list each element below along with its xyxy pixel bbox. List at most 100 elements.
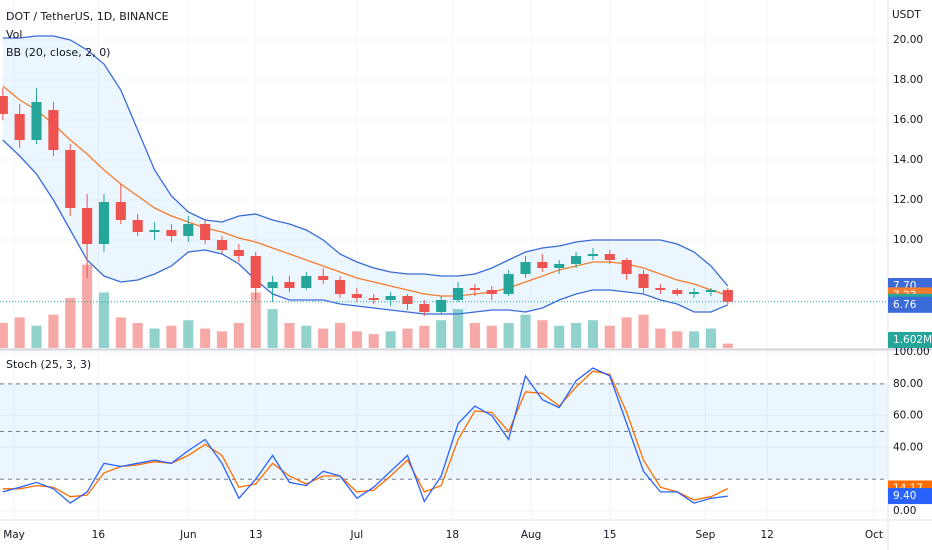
x-tick-label: 16 xyxy=(92,529,106,541)
volume-bar xyxy=(65,298,76,348)
volume-bar xyxy=(233,323,244,348)
candle-body xyxy=(351,294,362,298)
candle-body xyxy=(98,202,110,244)
volume-bar xyxy=(48,314,59,348)
bollinger-basis xyxy=(2,85,728,297)
candle-body xyxy=(705,290,717,292)
candle-body xyxy=(301,276,312,288)
candle-body xyxy=(149,230,160,232)
candle-body xyxy=(520,262,531,274)
candle-body xyxy=(621,260,632,274)
volume-bar xyxy=(318,328,329,348)
candle-body xyxy=(200,224,211,240)
candle-body xyxy=(571,256,582,264)
price-tag xyxy=(888,488,932,505)
candle-body xyxy=(368,298,379,300)
volume-legend: Vol xyxy=(6,28,22,41)
volume-bar xyxy=(31,325,42,348)
candle-body xyxy=(587,254,598,256)
candle-body xyxy=(452,288,464,300)
x-tick-label: Jul xyxy=(350,529,364,541)
candle-body xyxy=(419,304,430,312)
y-tick-label: 18.00 xyxy=(893,74,923,86)
price-tag-label: 1.602M xyxy=(893,334,932,346)
volume-bar xyxy=(200,328,211,348)
candle-body xyxy=(250,256,261,288)
stoch-tick-label: 100.00 xyxy=(893,346,930,358)
candle-body xyxy=(267,282,278,288)
volume-bar xyxy=(132,323,143,348)
bollinger-upper xyxy=(2,35,729,287)
volume-bar xyxy=(705,328,717,348)
y-tick-label: 10.00 xyxy=(893,234,923,246)
candle-body xyxy=(537,262,548,268)
candle-body xyxy=(469,288,480,290)
x-tick-label: Jun xyxy=(179,529,196,541)
volume-bar xyxy=(638,314,649,348)
bollinger-legend: BB (20, close, 2, 0) xyxy=(6,46,110,59)
volume-bar xyxy=(183,320,194,348)
price-tag-label: 9.40 xyxy=(893,490,916,502)
candle-body xyxy=(385,296,396,300)
volume-bar xyxy=(554,325,565,348)
candle-body xyxy=(65,150,76,208)
volume-bar xyxy=(250,292,261,348)
candle-body xyxy=(655,288,666,290)
candle-body xyxy=(0,96,8,114)
candle-body xyxy=(318,276,329,280)
candle-body xyxy=(436,300,447,312)
stoch-tick-label: 0.00 xyxy=(893,505,916,517)
volume-bar xyxy=(436,320,447,348)
price-unit: USDT xyxy=(892,9,921,21)
candle-body xyxy=(82,208,93,244)
volume-bar xyxy=(351,331,362,348)
candle-body xyxy=(604,254,615,260)
candle-body xyxy=(233,250,244,256)
y-tick-label: 12.00 xyxy=(893,194,923,206)
candle-body xyxy=(722,290,733,302)
volume-bar xyxy=(334,323,346,348)
candle-body xyxy=(166,230,177,236)
x-tick-label: 15 xyxy=(603,529,616,541)
volume-bar xyxy=(419,325,430,348)
volume-bar xyxy=(115,317,126,348)
volume-bar xyxy=(267,309,278,348)
volume-bar xyxy=(82,264,93,348)
candle-body xyxy=(183,224,194,236)
stoch-tick-label: 80.00 xyxy=(893,378,923,390)
volume-bar xyxy=(149,328,160,348)
volume-bar xyxy=(571,323,582,348)
volume-bar xyxy=(368,334,379,348)
volume-bar xyxy=(98,292,110,348)
x-tick-label: May xyxy=(3,529,25,541)
volume-bar xyxy=(14,317,25,348)
volume-bar xyxy=(284,323,295,348)
x-tick-label: Sep xyxy=(695,529,715,541)
candle-body xyxy=(48,110,59,150)
volume-bar xyxy=(216,331,228,348)
x-tick-label: 13 xyxy=(249,529,262,541)
candle-body xyxy=(402,296,413,304)
stoch-tick-label: 60.00 xyxy=(893,410,923,422)
candle-body xyxy=(132,220,143,232)
bollinger-fill xyxy=(2,36,728,314)
candle-body xyxy=(334,280,346,294)
chart-title: DOT / TetherUS, 1D, BINANCE xyxy=(6,10,169,23)
volume-bar xyxy=(672,331,683,348)
bollinger-lower xyxy=(2,139,729,315)
stoch-tick-label: 40.00 xyxy=(893,441,923,453)
x-tick-label: Aug xyxy=(521,529,542,541)
volume-bar xyxy=(621,317,632,348)
volume-bar xyxy=(486,325,497,348)
candle-body xyxy=(284,282,295,288)
candle-body xyxy=(672,290,683,294)
volume-bar xyxy=(537,320,548,348)
price-tag xyxy=(888,296,932,313)
volume-bar xyxy=(503,323,514,348)
stoch-k xyxy=(2,367,728,504)
candle-body xyxy=(689,292,700,294)
volume-bar xyxy=(452,309,464,348)
candle-body xyxy=(31,102,42,140)
stoch-legend: Stoch (25, 3, 3) xyxy=(6,358,91,371)
